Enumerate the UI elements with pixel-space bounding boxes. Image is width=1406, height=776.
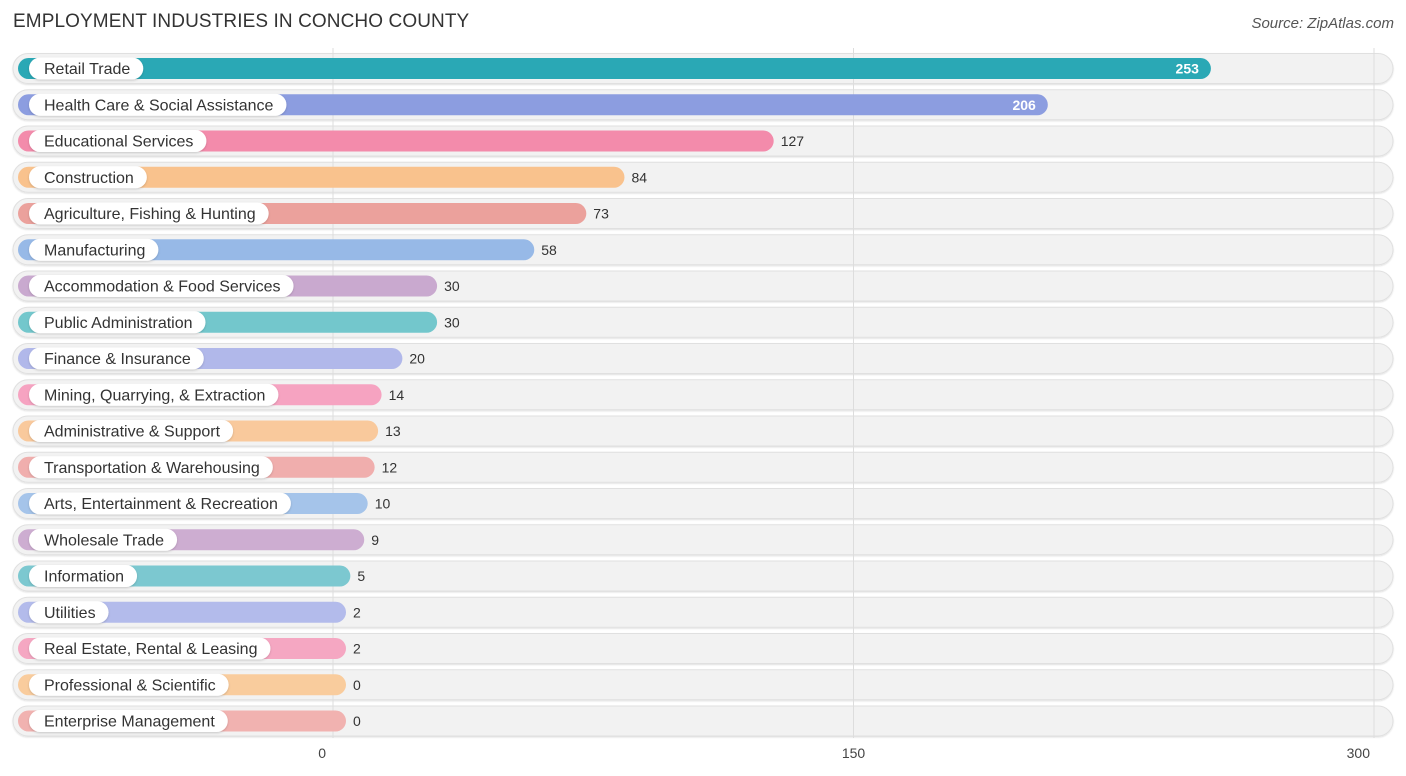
value-label: 127 xyxy=(781,133,805,149)
x-axis: 0 150 300 xyxy=(318,745,1370,761)
category-label: Public Administration xyxy=(44,315,193,332)
value-label: 13 xyxy=(385,423,401,439)
category-label-pill xyxy=(29,93,287,116)
x-tick-label: 150 xyxy=(842,745,866,761)
category-label: Wholesale Trade xyxy=(44,532,164,549)
category-label-pill xyxy=(29,202,269,225)
category-label: Arts, Entertainment & Recreation xyxy=(44,496,278,513)
row-background xyxy=(12,596,1394,628)
category-label: Enterprise Management xyxy=(44,714,215,731)
category-label: Educational Services xyxy=(44,134,193,151)
x-tick-label: 300 xyxy=(1347,745,1371,761)
value-label: 0 xyxy=(353,713,361,729)
row-background xyxy=(12,669,1394,701)
category-label-pill xyxy=(29,166,147,189)
category-label-pill xyxy=(29,637,271,660)
bar xyxy=(18,58,1211,79)
category-label: Construction xyxy=(44,170,134,187)
row-background xyxy=(12,633,1394,664)
value-label: 58 xyxy=(541,242,557,258)
category-label-pill xyxy=(29,420,234,442)
category-label-pill xyxy=(29,673,229,696)
category-label-pill xyxy=(29,383,279,406)
value-label: 20 xyxy=(409,351,425,367)
value-label: 2 xyxy=(353,604,361,620)
row-background xyxy=(12,560,1394,592)
category-label-pill xyxy=(29,528,178,551)
value-label: 10 xyxy=(375,496,391,512)
category-label-pill xyxy=(29,456,273,479)
bar xyxy=(18,130,774,152)
chart-title: EMPLOYMENT INDUSTRIES IN CONCHO COUNTY xyxy=(13,11,470,32)
category-label-pill xyxy=(29,311,206,334)
category-label-pill xyxy=(29,57,144,80)
category-label: Real Estate, Rental & Leasing xyxy=(44,641,257,658)
category-label-pill xyxy=(29,347,204,370)
category-label-pill xyxy=(29,710,228,732)
value-label: 5 xyxy=(357,568,365,584)
value-label: 2 xyxy=(353,641,361,657)
value-label: 30 xyxy=(444,278,460,294)
category-label: Agriculture, Fishing & Hunting xyxy=(44,206,256,223)
category-label: Utilities xyxy=(44,605,96,622)
category-label: Professional & Scientific xyxy=(44,677,216,694)
category-label: Information xyxy=(44,569,124,586)
value-label: 30 xyxy=(444,314,460,330)
value-label: 12 xyxy=(382,459,398,475)
value-label: 9 xyxy=(371,532,379,548)
category-label-pill xyxy=(29,492,291,515)
x-tick-label: 0 xyxy=(318,745,326,761)
category-label-pill xyxy=(29,130,207,152)
category-label: Transportation & Warehousing xyxy=(44,460,260,477)
category-label: Health Care & Social Assistance xyxy=(44,97,274,114)
bar xyxy=(18,166,625,188)
category-label: Manufacturing xyxy=(44,242,145,259)
category-label-pill xyxy=(29,601,109,624)
category-label: Finance & Insurance xyxy=(44,351,191,368)
value-label: 84 xyxy=(631,169,647,185)
value-label: 14 xyxy=(389,387,405,403)
value-label: 0 xyxy=(353,677,361,693)
category-label: Accommodation & Food Services xyxy=(44,279,281,296)
category-label-pill xyxy=(29,238,159,261)
chart-source: Source: ZipAtlas.com xyxy=(1251,15,1394,32)
value-label: 253 xyxy=(1176,61,1200,77)
bars: Retail Trade 253 Health Care & Social Assi… xyxy=(18,57,1211,732)
category-label-pill xyxy=(29,565,138,587)
category-label: Mining, Quarrying, & Extraction xyxy=(44,387,265,404)
category-label: Administrative & Support xyxy=(44,424,221,441)
category-label: Retail Trade xyxy=(44,61,130,78)
row-background xyxy=(12,705,1394,737)
category-label-pill xyxy=(29,275,294,297)
value-label: 206 xyxy=(1012,97,1036,113)
value-label: 73 xyxy=(593,206,609,222)
